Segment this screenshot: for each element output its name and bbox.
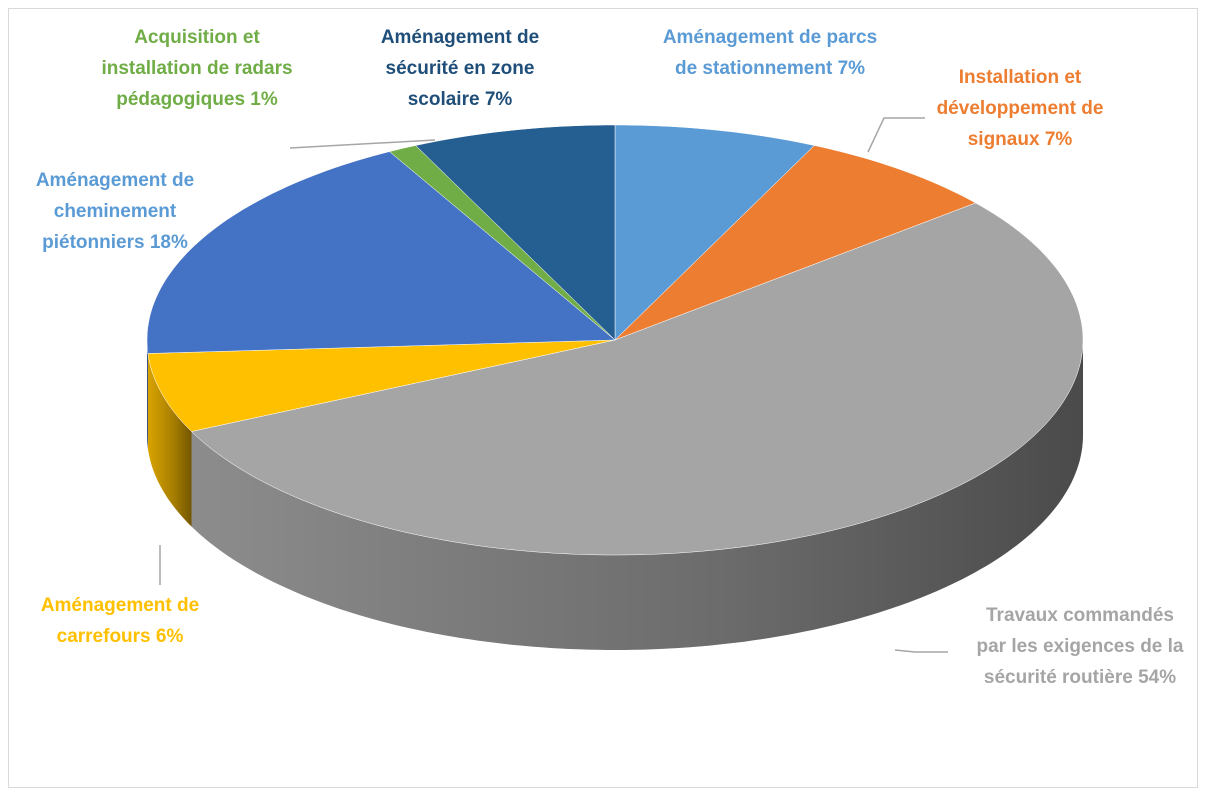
slice-side-shade bbox=[147, 353, 192, 527]
slice bbox=[614, 145, 977, 341]
slice bbox=[190, 202, 1084, 556]
value-label: 54% bbox=[1138, 667, 1177, 688]
value-label: 18% bbox=[149, 232, 188, 253]
slice-side-shade bbox=[191, 340, 1083, 650]
slice-label: Acquisition et installation de radars pé… bbox=[92, 22, 302, 115]
value-label: 1% bbox=[250, 89, 278, 110]
value-label: 7% bbox=[1044, 129, 1073, 150]
value-label: 7% bbox=[484, 89, 513, 110]
value-label: 7% bbox=[837, 58, 866, 79]
slice bbox=[415, 124, 616, 341]
slice bbox=[146, 151, 616, 354]
chart-frame bbox=[8, 8, 1198, 788]
category-label: Aménagement de cheminement piétonniers bbox=[35, 170, 195, 253]
category-label: Travaux commandés par les exigences de l… bbox=[976, 605, 1184, 688]
category-label: Aménagement de carrefours bbox=[40, 595, 200, 647]
slice-label: Aménagement de cheminement piétonniers 1… bbox=[10, 165, 220, 258]
leader-line bbox=[289, 139, 436, 149]
leader-line bbox=[894, 649, 948, 653]
slice-label: Travaux commandés par les exigences de l… bbox=[970, 600, 1190, 693]
category-label: Installation et développement de signaux bbox=[936, 67, 1104, 150]
category-label: Aménagement de sécurité en zone scolaire bbox=[380, 27, 540, 110]
value-label: 6% bbox=[155, 626, 184, 647]
slice-side-shade bbox=[147, 340, 148, 449]
slice-label: Installation et développement de signaux… bbox=[915, 62, 1125, 155]
leader-line bbox=[867, 117, 925, 153]
category-label: Acquisition et installation de radars pé… bbox=[101, 27, 293, 110]
slice-label: Aménagement de carrefours 6% bbox=[5, 590, 235, 652]
slice bbox=[147, 339, 616, 432]
slice bbox=[614, 124, 815, 341]
category-label: Aménagement de parcs de stationnement bbox=[662, 27, 878, 79]
slice-label: Aménagement de parcs de stationnement 7% bbox=[660, 22, 880, 84]
slice-label: Aménagement de sécurité en zone scolaire… bbox=[350, 22, 570, 115]
